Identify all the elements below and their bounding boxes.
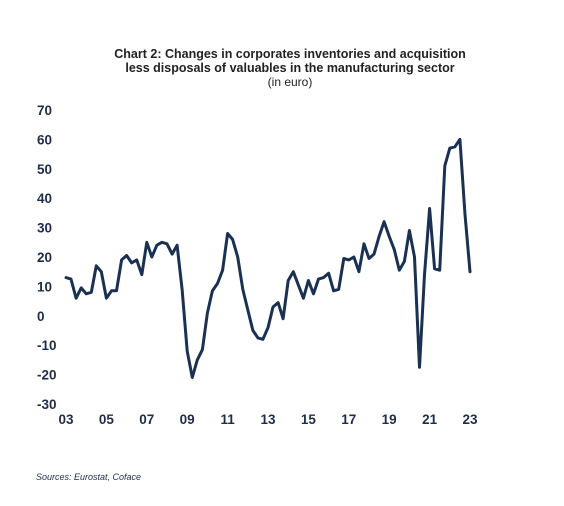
x-tick-label: 07 bbox=[139, 412, 154, 427]
x-tick-label: 23 bbox=[462, 412, 478, 427]
y-tick-label: 60 bbox=[37, 132, 52, 147]
x-tick-label: 15 bbox=[301, 412, 317, 427]
x-tick-label: 17 bbox=[341, 412, 356, 427]
y-tick-label: 30 bbox=[37, 221, 52, 236]
y-tick-label: 50 bbox=[37, 162, 52, 177]
y-tick-label: -30 bbox=[37, 397, 57, 412]
chart-subtitle: (in euro) bbox=[267, 75, 313, 89]
x-tick-label: 13 bbox=[260, 412, 276, 427]
chart-title: Chart 2: Changes in corporates inventori… bbox=[114, 47, 466, 75]
y-tick-label: 70 bbox=[37, 103, 52, 118]
y-tick-label: -20 bbox=[37, 368, 57, 383]
x-tick-label: 09 bbox=[180, 412, 195, 427]
y-tick-label: 20 bbox=[37, 250, 52, 265]
y-tick-label: -10 bbox=[37, 338, 57, 353]
x-tick-label: 05 bbox=[99, 412, 115, 427]
series-line bbox=[64, 137, 472, 379]
y-tick-label: 10 bbox=[37, 279, 52, 294]
x-tick-label: 19 bbox=[382, 412, 397, 427]
series-group bbox=[64, 137, 472, 379]
x-tick-label: 21 bbox=[422, 412, 438, 427]
y-axis-ticks: 70 60 50 40 30 20 10 0 -10 -20 -30 bbox=[37, 103, 57, 412]
chart-title-block: Chart 2: Changes in corporates inventori… bbox=[110, 47, 470, 89]
source-note: Sources: Eurostat, Coface bbox=[36, 472, 142, 482]
x-axis-ticks: 03 05 07 09 11 13 15 17 19 21 23 bbox=[58, 412, 478, 427]
y-tick-label: 40 bbox=[37, 191, 52, 206]
y-tick-label: 0 bbox=[37, 309, 45, 324]
x-tick-label: 11 bbox=[220, 412, 235, 427]
x-tick-label: 03 bbox=[58, 412, 74, 427]
